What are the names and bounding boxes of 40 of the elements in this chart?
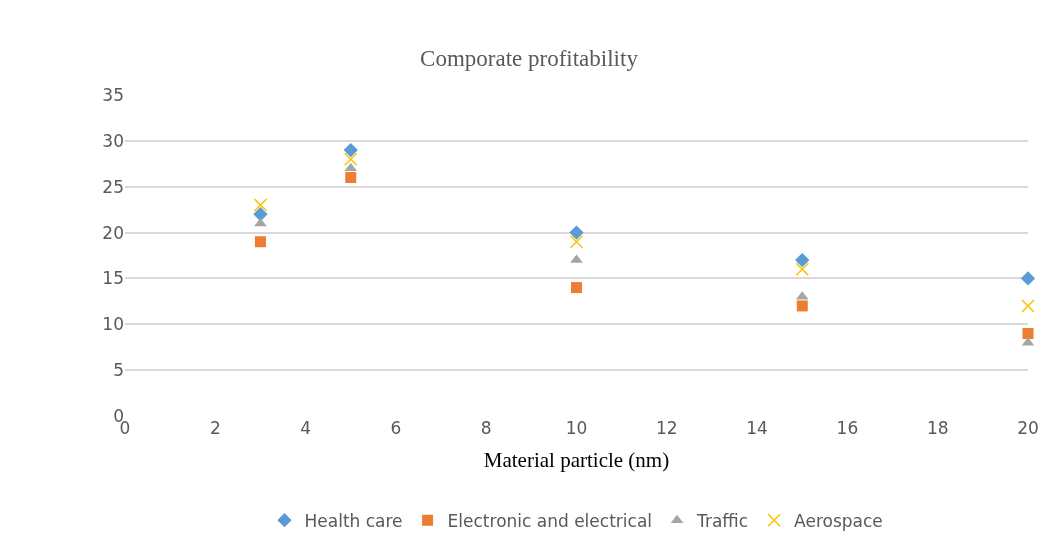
y-tick-label: 10 [102,314,124,335]
point [795,252,810,268]
point [571,282,582,294]
x-tick-label: 4 [300,418,312,438]
point [343,142,358,158]
legend-label: Traffic [696,510,749,531]
point [1021,299,1035,313]
point [795,262,809,277]
point [345,172,357,184]
x-tick-label: 8 [480,418,492,438]
point [253,198,268,212]
legend-label: Health care [304,510,403,531]
chart-title: Comporate profitability [420,46,639,72]
point [344,162,358,172]
y-tick-label: 20 [102,222,124,243]
point [254,217,267,227]
point [569,234,584,249]
legend-label: Aerospace [794,510,883,531]
point [254,236,266,248]
x-tick-label: 6 [390,418,402,438]
y-tick-label: 5 [113,360,124,381]
point [1022,327,1034,339]
x-tick-label: 20 [1017,418,1039,438]
y-tick-label: 15 [102,268,124,289]
x-tick-label: 10 [565,418,588,438]
point [1020,271,1036,286]
x-tick-label: 2 [209,418,221,438]
legend-label: Electronic and electrical [447,510,653,531]
point [253,207,268,222]
x-axis-title: Material particle (nm) [483,448,670,473]
point [569,225,584,240]
point [796,300,808,312]
x-tick-label: 12 [655,418,678,438]
x-tick-label: 16 [836,418,859,438]
x-tick-label: 14 [746,418,768,438]
x-tick-label: 18 [926,418,949,438]
point [344,152,358,166]
y-tick-label: 35 [102,84,124,105]
y-tick-label: 30 [102,130,124,151]
y-tick-label: 25 [102,176,124,197]
